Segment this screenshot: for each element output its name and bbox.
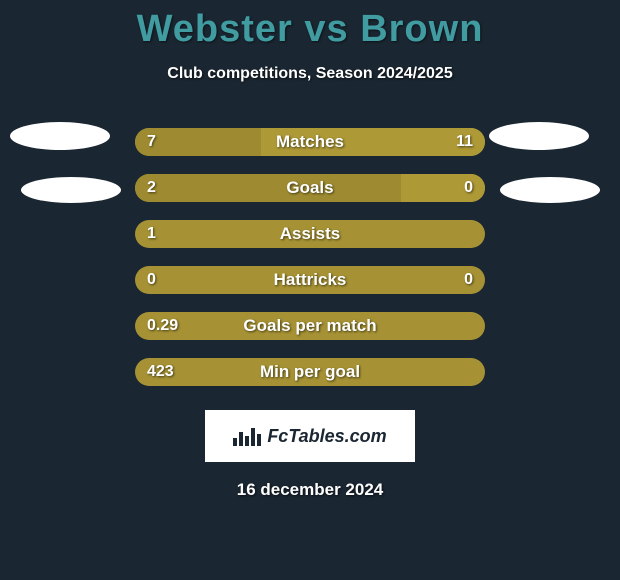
stat-bar-row: 0.29Goals per match	[135, 312, 485, 340]
stat-label: Goals	[135, 174, 485, 202]
stat-bar-row: 423Min per goal	[135, 358, 485, 386]
stat-label: Matches	[135, 128, 485, 156]
decorative-ellipse	[500, 177, 600, 203]
page-subtitle: Club competitions, Season 2024/2025	[0, 65, 620, 83]
fctables-logo-badge: FcTables.com	[205, 410, 415, 462]
stat-bar-row: 00Hattricks	[135, 266, 485, 294]
stat-label: Hattricks	[135, 266, 485, 294]
decorative-ellipse	[489, 122, 589, 150]
decorative-ellipse	[10, 122, 110, 150]
stat-label: Assists	[135, 220, 485, 248]
stat-bar-row: 1Assists	[135, 220, 485, 248]
stat-label: Goals per match	[135, 312, 485, 340]
date-label: 16 december 2024	[0, 480, 620, 500]
stat-label: Min per goal	[135, 358, 485, 386]
bar-chart-icon	[233, 426, 261, 446]
page-title: Webster vs Brown	[0, 0, 620, 51]
stat-bar-row: 20Goals	[135, 174, 485, 202]
stat-bar-row: 711Matches	[135, 128, 485, 156]
stats-bars-container: 711Matches 20Goals 1Assists 00Hattricks 0.29…	[135, 128, 485, 386]
decorative-ellipse	[21, 177, 121, 203]
logo-text: FcTables.com	[267, 426, 386, 447]
